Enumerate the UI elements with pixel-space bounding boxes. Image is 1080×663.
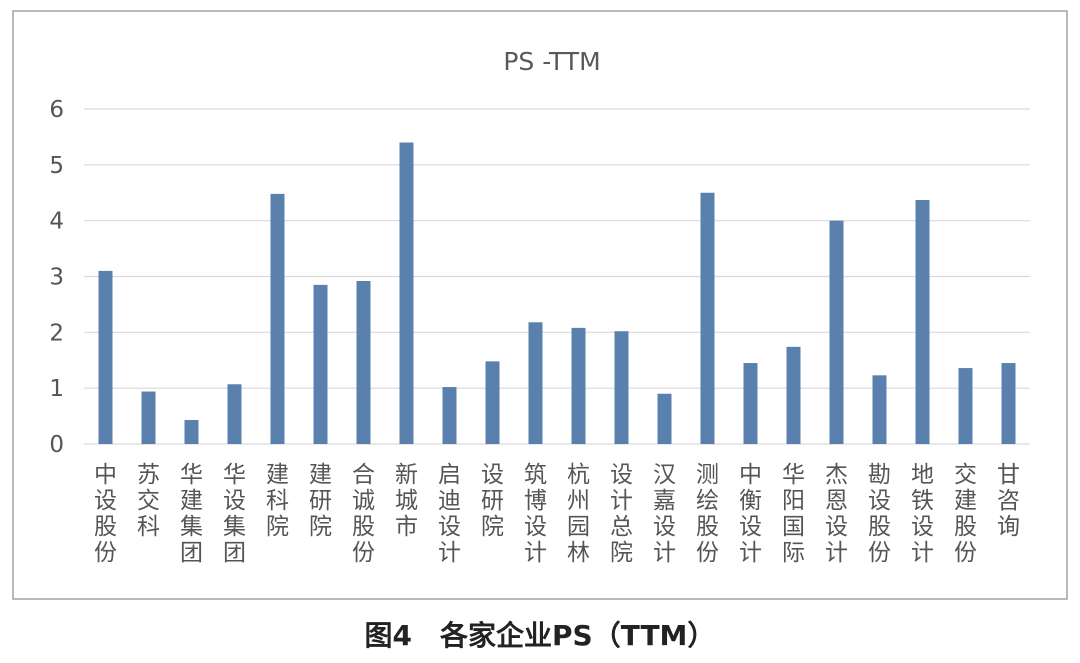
bar — [399, 142, 414, 444]
y-axis-ticks: 0 1 2 3 4 5 6 — [49, 97, 64, 458]
bar — [700, 192, 715, 444]
bar — [184, 419, 199, 444]
bar — [872, 375, 887, 444]
x-category-label: 建研院 — [309, 462, 332, 540]
x-category-label: 华建集团 — [180, 462, 203, 566]
figure-caption: 图4 各家企业PS（TTM） — [365, 619, 716, 652]
x-category-label: 设计总院 — [610, 462, 633, 566]
x-category-label: 甘咨询 — [997, 462, 1020, 540]
y-tick-label: 1 — [49, 376, 64, 402]
bar — [485, 361, 500, 444]
gridlines — [84, 108, 1030, 445]
x-category-label: 交建股份 — [954, 462, 977, 566]
chart-title: PS -TTM — [503, 47, 600, 76]
x-category-label: 测绘股份 — [696, 462, 719, 566]
x-category-label: 华设集团 — [223, 462, 246, 566]
bar — [657, 393, 672, 444]
bar — [829, 220, 844, 444]
x-category-label: 筑博设计 — [524, 462, 547, 566]
x-category-label: 中设股份 — [94, 462, 117, 566]
x-category-label: 苏交科 — [137, 462, 160, 540]
y-tick-label: 0 — [49, 432, 64, 458]
bar — [1001, 363, 1016, 444]
bar — [442, 387, 457, 444]
bar — [528, 322, 543, 444]
x-category-label: 新城市 — [395, 462, 418, 540]
y-tick-label: 5 — [49, 153, 64, 179]
x-category-label: 华阳国际 — [782, 462, 805, 566]
bar — [270, 193, 285, 444]
x-category-label: 设研院 — [481, 462, 504, 540]
x-category-label: 中衡设计 — [739, 462, 762, 566]
x-category-label: 勘设股份 — [868, 462, 891, 566]
bar — [313, 284, 328, 444]
bar — [98, 270, 113, 444]
chart-frame — [12, 10, 1068, 600]
bar — [958, 368, 973, 444]
x-category-label: 汉嘉设计 — [653, 462, 676, 566]
x-category-label: 合诚股份 — [352, 462, 375, 566]
bar — [141, 391, 156, 444]
x-category-label: 杰恩设计 — [825, 462, 848, 566]
bar — [614, 331, 629, 444]
bars — [98, 142, 1016, 444]
bar — [786, 346, 801, 444]
bar — [743, 363, 758, 444]
bar — [571, 327, 586, 444]
x-category-label: 启迪设计 — [438, 462, 461, 566]
x-category-label: 建科院 — [266, 462, 289, 540]
bar — [356, 280, 371, 444]
x-category-label: 地铁设计 — [911, 462, 934, 566]
y-tick-label: 4 — [49, 209, 64, 235]
bar — [227, 384, 242, 444]
y-tick-label: 3 — [49, 265, 64, 291]
y-tick-label: 6 — [49, 97, 64, 123]
x-axis-categories: 中设股份苏交科华建集团华设集团建科院建研院合诚股份新城市启迪设计设研院筑博设计杭… — [94, 462, 1020, 566]
x-category-label: 杭州园林 — [567, 462, 590, 566]
bar — [915, 200, 930, 444]
y-tick-label: 2 — [49, 320, 64, 346]
